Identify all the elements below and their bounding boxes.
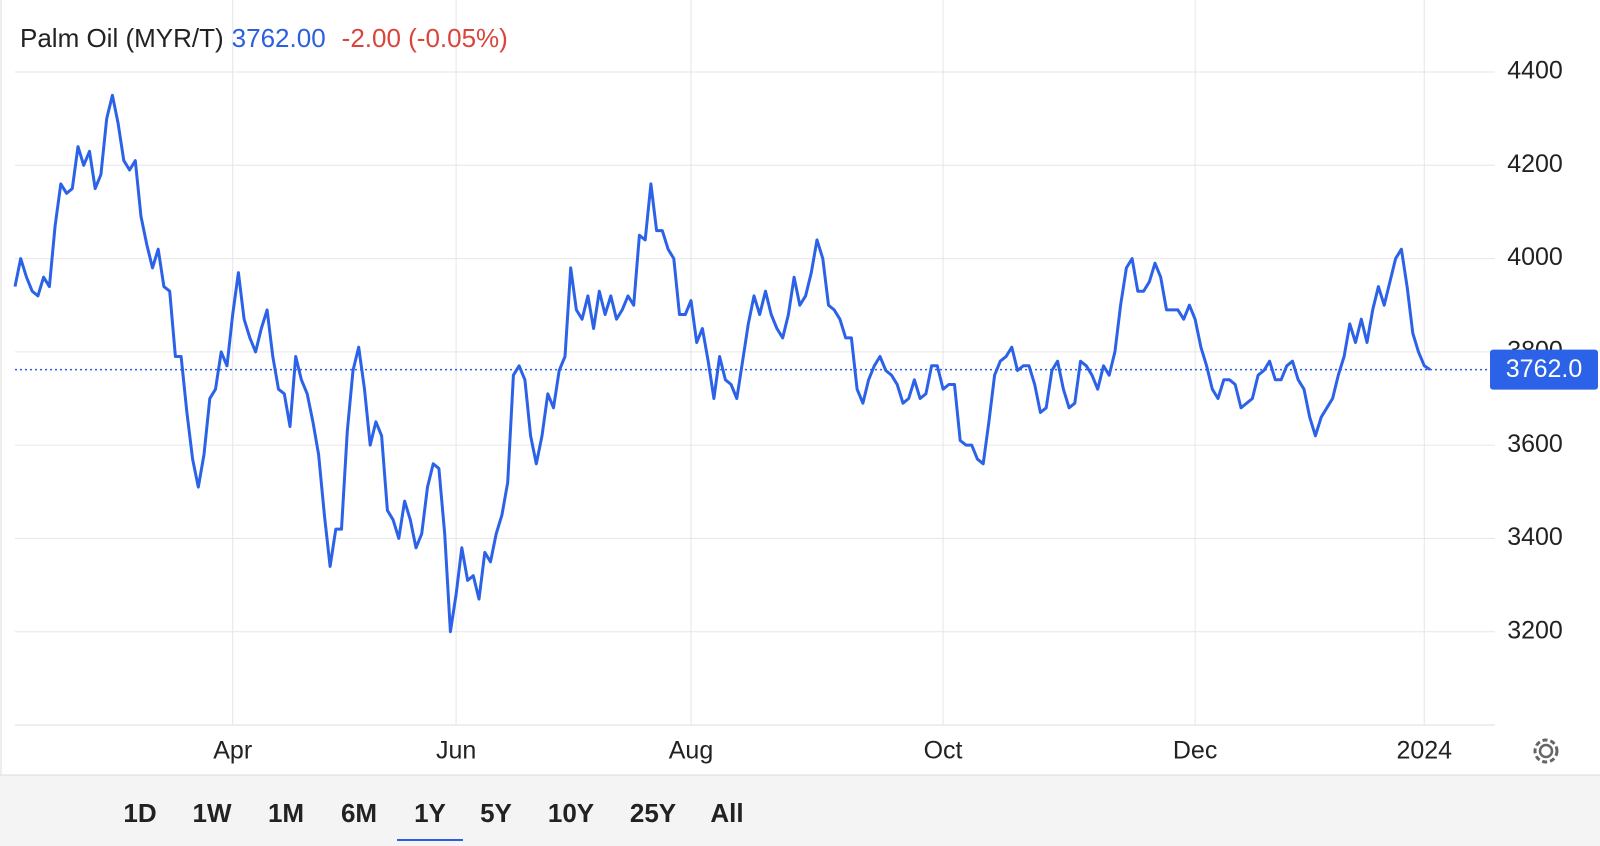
x-tick-label: Apr bbox=[213, 737, 252, 765]
price-line bbox=[13, 93, 1431, 634]
chart-title: Palm Oil (MYR/T) 3762.00 -2.00 (-0.05%) bbox=[20, 23, 508, 53]
range-button[interactable]: All bbox=[710, 798, 743, 828]
price-badge-label: 3762.0 bbox=[1506, 355, 1582, 383]
y-tick-label: 4000 bbox=[1507, 243, 1563, 271]
y-tick-label: 3200 bbox=[1507, 616, 1563, 644]
range-button[interactable]: 1Y bbox=[414, 798, 446, 828]
y-tick-label: 4200 bbox=[1507, 150, 1563, 178]
range-button[interactable]: 1D bbox=[123, 798, 156, 828]
y-tick-label: 3400 bbox=[1507, 523, 1563, 551]
title-text: Palm Oil (MYR/T) bbox=[20, 23, 224, 53]
change: -2.00 (-0.05%) bbox=[342, 23, 508, 53]
range-button[interactable]: 5Y bbox=[480, 798, 512, 828]
plot: 3200340036003800400042004400AprJunAugOct… bbox=[13, 0, 1598, 765]
x-tick-label: Aug bbox=[669, 737, 713, 765]
price-badge bbox=[1490, 349, 1598, 390]
range-button[interactable]: 1W bbox=[193, 798, 232, 828]
range-button[interactable]: 1M bbox=[268, 798, 304, 828]
range-button[interactable]: 6M bbox=[341, 798, 377, 828]
x-tick-label: Dec bbox=[1173, 737, 1217, 765]
y-tick-label: 3600 bbox=[1507, 430, 1563, 458]
x-tick-label: Oct bbox=[924, 737, 963, 765]
price: 3762.00 bbox=[232, 23, 326, 53]
range-button[interactable]: 25Y bbox=[630, 798, 676, 828]
y-tick-label: 4400 bbox=[1507, 57, 1563, 85]
settings-icon[interactable] bbox=[1533, 738, 1559, 764]
x-tick-label: 2024 bbox=[1396, 737, 1452, 765]
toolbar bbox=[0, 775, 1600, 846]
range-button[interactable]: 10Y bbox=[548, 798, 594, 828]
x-tick-label: Jun bbox=[436, 737, 476, 765]
